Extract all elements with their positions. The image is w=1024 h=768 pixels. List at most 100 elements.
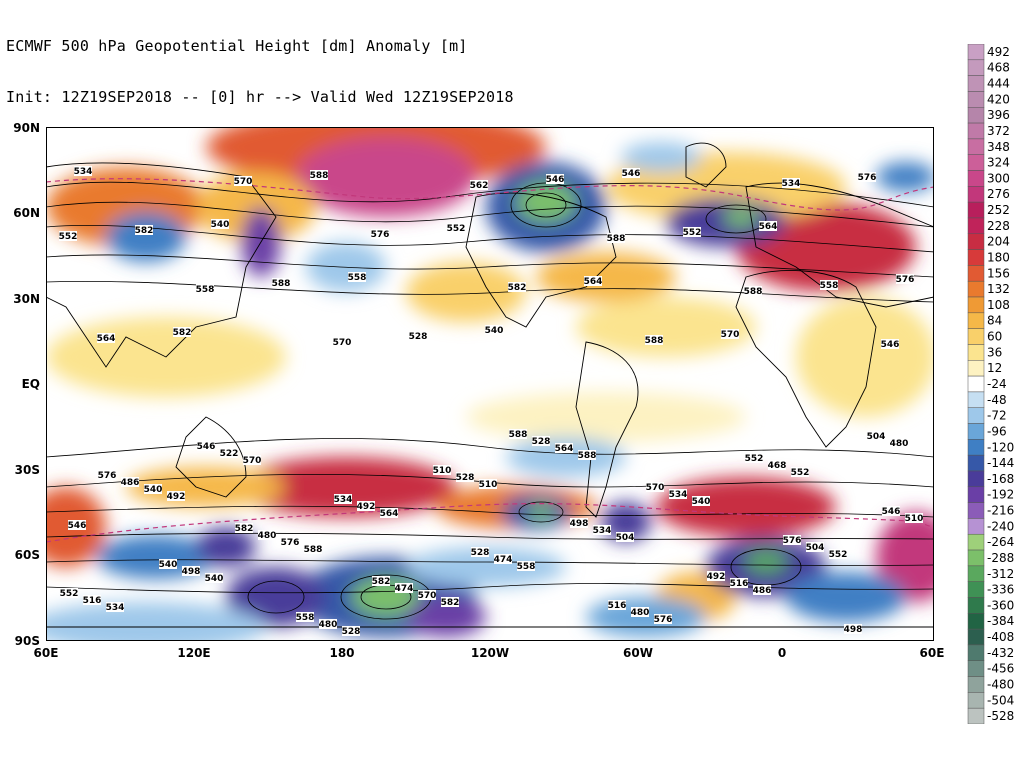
contour-label-bg xyxy=(844,624,862,634)
contour-label-bg xyxy=(304,544,322,554)
colorbar-swatch xyxy=(967,549,985,567)
contour-label: 582 xyxy=(135,226,154,236)
contour-label-bg xyxy=(820,280,838,290)
colorbar-swatch xyxy=(967,122,985,140)
contour-labels: 534 540 558 540 546 564 576 582 588 552 564 570 576 5… xyxy=(59,166,924,637)
contour-label-bg xyxy=(372,576,390,586)
contour-label: 516 xyxy=(83,596,102,606)
contour-label: 510 xyxy=(905,514,924,524)
lon-label-120e: 120E xyxy=(177,646,211,660)
contour-label: 582 xyxy=(508,283,527,293)
contour-label-bg xyxy=(654,614,672,624)
contour-label: 582 xyxy=(372,577,391,587)
contour-label-bg xyxy=(167,491,185,501)
contour-label-bg xyxy=(721,329,739,339)
contour-label: 528 xyxy=(342,627,361,637)
contour-label: 546 xyxy=(622,169,641,179)
contour-label: 474 xyxy=(395,584,414,594)
contour-label: 558 xyxy=(820,281,839,291)
contour-label-bg xyxy=(243,455,261,465)
colorbar-label: -192 xyxy=(987,488,1014,502)
contour-label: 552 xyxy=(791,468,810,478)
colorbar-label: -288 xyxy=(987,551,1014,565)
colorbar-swatch xyxy=(967,296,985,314)
contour-label: 540 xyxy=(211,220,230,230)
contour-label: 570 xyxy=(333,338,352,348)
colorbar-label: 204 xyxy=(987,235,1010,249)
contour-label-bg xyxy=(578,450,596,460)
contour-label: 582 xyxy=(441,598,460,608)
colorbar-label: -456 xyxy=(987,662,1014,676)
colorbar-label: -72 xyxy=(987,409,1007,423)
lat-label-90n: 90N xyxy=(13,121,40,135)
contour-label: 570 xyxy=(234,177,253,187)
contour-label-bg xyxy=(220,448,238,458)
contour-label-bg xyxy=(121,477,139,487)
contour-label-bg xyxy=(555,443,573,453)
contour-label: 570 xyxy=(243,456,262,466)
colorbar-label: -360 xyxy=(987,598,1014,612)
contour-label-bg xyxy=(196,284,214,294)
contour-label: 552 xyxy=(683,228,702,238)
contour-label: 576 xyxy=(896,275,915,285)
contour-label: 588 xyxy=(744,287,763,297)
contour-label: 564 xyxy=(584,277,603,287)
contour-label: 552 xyxy=(59,232,78,242)
contour-label-bg xyxy=(235,523,253,533)
contour-label-bg xyxy=(380,508,398,518)
contour-label-bg xyxy=(106,602,124,612)
contour-label-bg xyxy=(508,282,526,292)
contour-label-bg xyxy=(348,272,366,282)
colorbar-label: 84 xyxy=(987,314,1002,328)
colorbar-label: -240 xyxy=(987,519,1014,533)
contour-label: 480 xyxy=(631,608,650,618)
contour-label-bg xyxy=(858,172,876,182)
contour-label-bg xyxy=(759,221,777,231)
colorbar-label: -168 xyxy=(987,472,1014,486)
contour-label-bg xyxy=(546,174,564,184)
contour-label: 492 xyxy=(357,502,376,512)
colorbar-label: 348 xyxy=(987,140,1010,154)
contour-label: 552 xyxy=(745,454,764,464)
contour-label-bg xyxy=(197,441,215,451)
contour-label-bg xyxy=(707,571,725,581)
colorbar-label: -144 xyxy=(987,456,1014,470)
contour-label: 516 xyxy=(608,601,627,611)
contour-label-bg xyxy=(896,274,914,284)
lat-label-90s: 90S xyxy=(14,634,40,648)
contour-label-bg xyxy=(890,438,908,448)
contour-label: 582 xyxy=(235,524,254,534)
contour-label-bg xyxy=(144,484,162,494)
contour-label: 486 xyxy=(753,586,772,596)
lon-label-120w: 120W xyxy=(470,646,510,660)
contour-label-bg xyxy=(59,231,77,241)
colorbar-swatch xyxy=(967,707,985,724)
contour-label: 588 xyxy=(578,451,597,461)
contour-label-bg xyxy=(433,465,451,475)
contour-label: 546 xyxy=(881,340,900,350)
lat-label-60n: 60N xyxy=(13,206,40,220)
colorbar-label: 132 xyxy=(987,282,1010,296)
contour-label-bg xyxy=(607,233,625,243)
contour-label-bg xyxy=(829,549,847,559)
title-line-1: ECMWF 500 hPa Geopotential Height [dm] A… xyxy=(6,37,468,55)
contour-label-bg xyxy=(456,472,474,482)
contour-label: 480 xyxy=(319,620,338,630)
contour-label: 504 xyxy=(867,432,886,442)
colorbar-label: -336 xyxy=(987,583,1014,597)
contour-label-bg xyxy=(645,335,663,345)
contour-label-bg xyxy=(418,590,436,600)
colorbar-label: -312 xyxy=(987,567,1014,581)
contour-label: 492 xyxy=(167,492,186,502)
contour-label: 558 xyxy=(296,613,315,623)
contour-label: 552 xyxy=(60,589,79,599)
contour-label-bg xyxy=(272,278,290,288)
contour-label: 486 xyxy=(121,478,140,488)
colorbar-swatch xyxy=(967,154,985,171)
colorbar-label: -24 xyxy=(987,377,1007,391)
contour-label-bg xyxy=(593,525,611,535)
contour-label-bg xyxy=(371,229,389,239)
contour-label: 528 xyxy=(409,332,428,342)
contour-label: 570 xyxy=(418,591,437,601)
contour-label-bg xyxy=(479,479,497,489)
